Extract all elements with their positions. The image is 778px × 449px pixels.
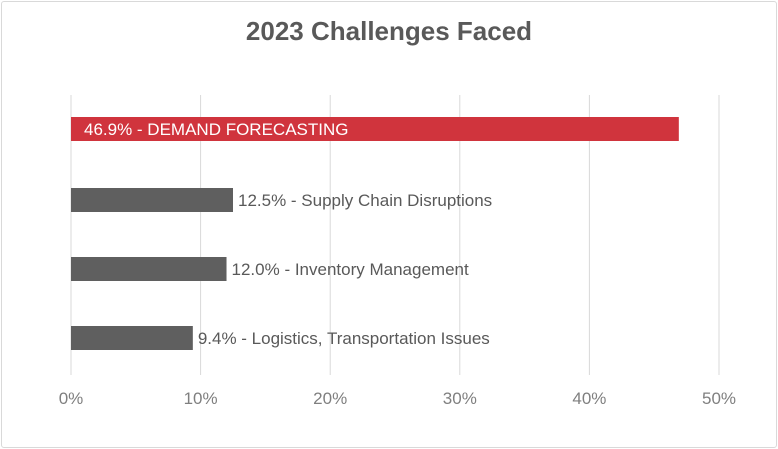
- x-tick-label: 20%: [313, 389, 347, 408]
- bar: [71, 257, 227, 281]
- bar: [71, 326, 193, 350]
- chart-title: 2023 Challenges Faced: [245, 16, 533, 46]
- data-label: 12.5% - Supply Chain Disruptions: [238, 191, 492, 210]
- data-label: 12.0% - Inventory Management: [232, 260, 469, 279]
- data-label: 46.9% - DEMAND FORECASTING: [84, 120, 349, 139]
- bar: [71, 117, 679, 141]
- x-tick-label: 40%: [572, 389, 606, 408]
- x-tick-label: 30%: [443, 389, 477, 408]
- data-label: 9.4% - Logistics, Transportation Issues: [198, 329, 490, 348]
- x-tick-label: 10%: [184, 389, 218, 408]
- bar: [71, 188, 233, 212]
- x-tick-label: 50%: [702, 389, 736, 408]
- x-tick-label: 0%: [59, 389, 84, 408]
